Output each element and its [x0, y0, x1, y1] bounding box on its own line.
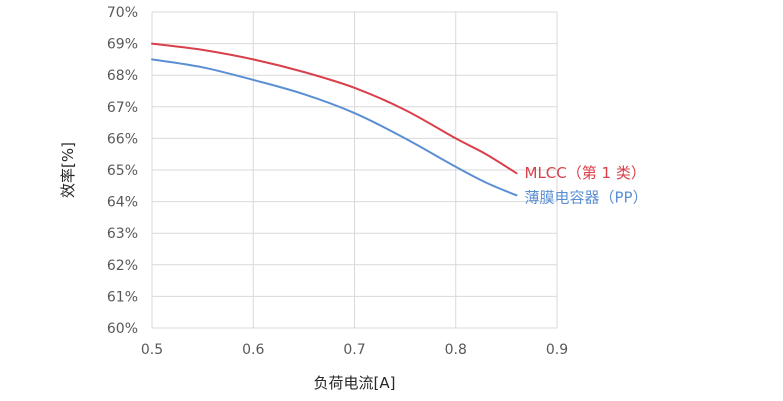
- y-tick-label: 68%: [107, 68, 138, 84]
- y-tick-label: 70%: [107, 5, 138, 21]
- series-labels: MLCC（第 1 类） 薄膜电容器（PP）: [525, 164, 648, 206]
- grid: [151, 11, 558, 329]
- x-tick-label: 0.8: [445, 342, 467, 358]
- y-tick-label: 63%: [107, 226, 138, 242]
- y-axis-title: 效率[%]: [59, 142, 77, 198]
- y-tick-label: 69%: [107, 37, 138, 53]
- y-tick-label: 64%: [107, 195, 138, 211]
- y-tick-label: 66%: [107, 131, 138, 147]
- series-lines: [151, 42, 518, 197]
- x-axis-title: 负荷电流[A]: [314, 374, 396, 392]
- y-tick-label: 67%: [107, 100, 138, 116]
- series-line-mlcc: [151, 42, 518, 175]
- x-tick-label: 0.9: [546, 342, 568, 358]
- y-tick-label: 65%: [107, 163, 138, 179]
- series-line-film-capacitor: [151, 58, 518, 197]
- x-tick-label: 0.5: [141, 342, 163, 358]
- y-tick-label: 60%: [107, 321, 138, 337]
- y-tick-label: 62%: [107, 258, 138, 274]
- y-axis-ticks: 60% 61% 62% 63% 64% 65% 66% 67% 68% 69% 70%: [107, 5, 138, 337]
- series-label-mlcc: MLCC（第 1 类）: [525, 164, 646, 182]
- x-tick-label: 0.7: [343, 342, 365, 358]
- x-axis-ticks: 0.5 0.6 0.7 0.8 0.9: [141, 342, 568, 358]
- y-tick-label: 61%: [107, 289, 138, 305]
- x-tick-label: 0.6: [242, 342, 264, 358]
- series-label-film-capacitor: 薄膜电容器（PP）: [525, 188, 648, 206]
